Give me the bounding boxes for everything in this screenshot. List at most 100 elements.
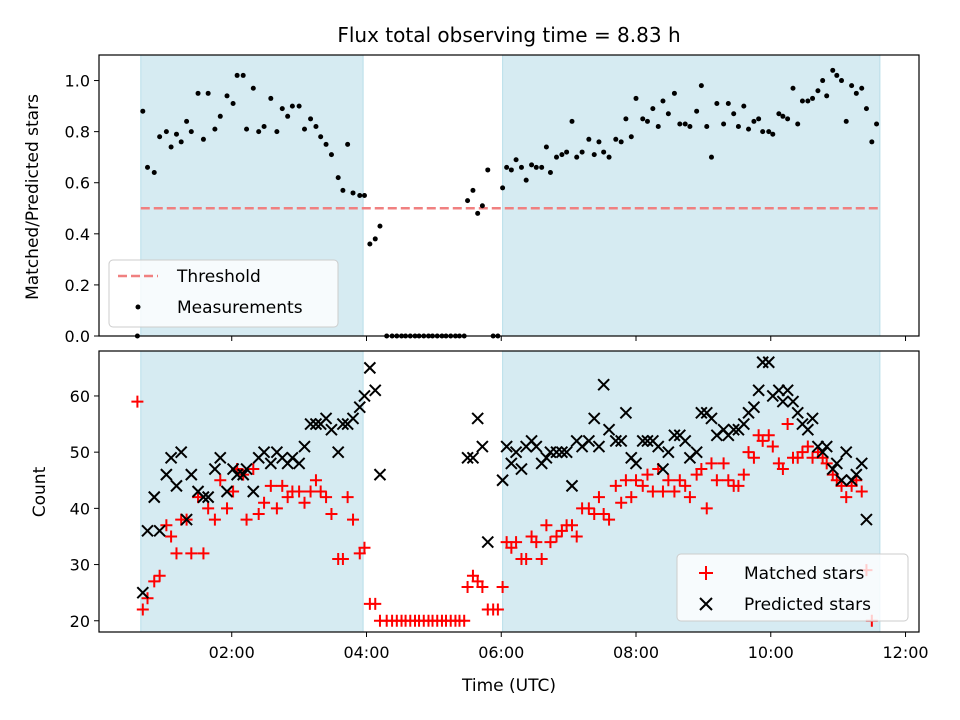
matched-stars-point [520,552,533,565]
matched-stars-point [197,547,210,560]
measurements-point [623,116,629,122]
measurements-point [618,139,624,145]
matched-stars-point [202,502,215,515]
axes-frame [98,350,920,633]
measurements-point [289,103,295,109]
measurements-point [173,131,179,137]
predicted-stars-point [806,412,819,425]
predicted-stars-point [641,434,654,448]
measurements-point [523,177,529,183]
measurements-point [839,78,845,84]
matched-stars-point [258,496,271,509]
predicted-stars-point [185,468,198,481]
matched-stars-point [603,513,616,526]
legend-label-predicted-stars: Predicted stars [744,595,871,615]
matched-stars-point [208,513,221,526]
measurements-point [465,198,471,204]
predicted-stars-point [220,485,234,498]
measurements-point [212,126,218,132]
matched-stars-point [668,485,681,498]
matched-stars-point [679,479,692,492]
matched-stars-point [592,491,605,504]
matched-stars-point [615,496,628,509]
predicted-stars-point [762,356,775,369]
x-tick-label: 12:00 [882,643,928,662]
matched-stars-point [625,491,638,504]
measurements-point [805,98,811,104]
measurements-point [274,129,280,135]
predicted-stars-point [160,468,173,481]
predicted-stars-point [174,445,188,459]
predicted-stars-point [668,429,681,442]
matched-stars-legend-swatch [699,566,713,580]
legend-label-threshold: Threshold [176,267,261,287]
predicted-stars-point [358,389,371,403]
measurements-point [756,116,762,122]
predicted-stars-point [298,440,311,453]
measurements-point [843,118,849,124]
measurements-point [644,118,650,124]
measurements-point [780,113,786,119]
measurements-point [613,136,619,142]
predicted-stars-point [588,412,601,425]
predicted-stars-point [597,378,610,391]
matched-stars-point [165,530,178,543]
measurements-point [533,164,539,170]
bottom-panel: 02:00 04:00 06:00 08:00 10:00 12:00 20 30 40 50 60 [70,350,929,662]
measurements-point [296,103,302,109]
measurements-point [671,90,677,96]
measurements-point [731,111,737,117]
measurements-point [184,118,190,124]
matched-stars-point [131,395,144,408]
predicted-stars-point [609,434,623,448]
predicted-stars-point [208,462,222,476]
measurements-point [367,241,373,247]
matched-stars-point [247,463,260,476]
matched-stars-point [544,536,557,549]
measurements-point [682,121,688,127]
y-tick-label: 0.4 [65,225,90,244]
predicted-stars-point [201,490,215,504]
predicted-stars-point [540,451,553,464]
measurements-point [721,121,727,127]
predicted-stars-point [515,462,528,476]
y-tick-label: 60 [70,387,90,406]
measurements-point [244,126,250,132]
measurements-point [677,121,683,127]
predicted-stars-point [850,468,863,481]
matched-stars-point [540,519,553,532]
predicted-stars-point [509,445,523,459]
matched-stars-point [148,575,161,588]
measurements-point [554,154,560,160]
y-tick-label: 30 [70,556,90,575]
measurements-point [790,85,796,91]
matched-stars-point [535,552,548,565]
measurements-point [340,187,346,193]
predicted-stars-point [153,524,166,538]
predicted-stars-point [240,462,253,476]
measurements-point [574,154,580,160]
matched-stars-point [530,536,543,549]
predicted-stars-point [346,412,360,425]
measurements-point [698,83,704,89]
predicted-stars-point [471,412,484,425]
measurements-point [230,101,236,107]
matched-stars-point [700,502,713,515]
predicted-stars-point [148,490,161,504]
measurements-point [261,124,267,130]
measurements-point [628,134,634,140]
predicted-stars-point [136,586,150,599]
predicted-stars-point [835,474,848,487]
measurements-point [785,116,791,122]
measurements-point [849,83,855,89]
predicted-stars-point [461,451,474,464]
x-tick-label: 10:00 [748,643,794,662]
measurements-point [195,90,201,96]
bottom-y-axis-label: Count [30,466,50,517]
matched-stars-point [820,457,833,470]
predicted-stars-point [226,462,240,476]
predicted-stars-point [363,361,377,375]
predicted-stars-point [373,468,387,481]
measurements-point [313,124,319,130]
measurements-point [361,193,367,198]
